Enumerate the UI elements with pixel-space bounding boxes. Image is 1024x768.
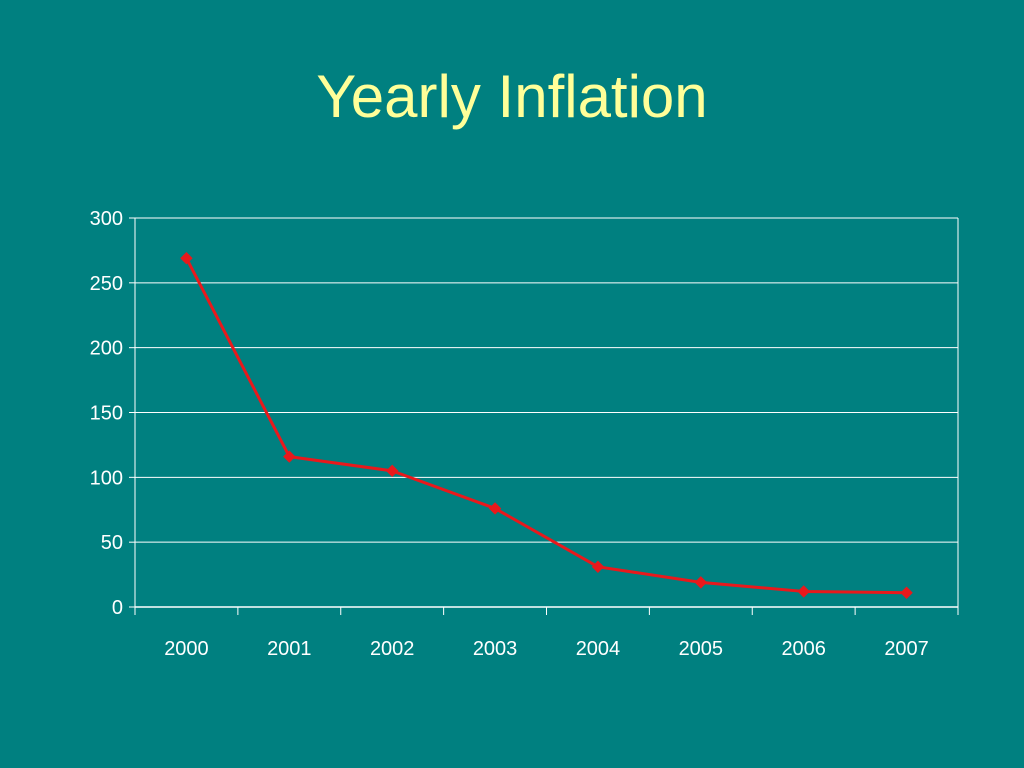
data-point-marker xyxy=(385,464,399,478)
chart-title: Yearly Inflation xyxy=(316,63,708,130)
data-point-marker xyxy=(591,560,605,574)
data-point-marker xyxy=(180,251,193,265)
data-point-marker xyxy=(900,586,913,599)
y-tick-label: 0 xyxy=(112,597,123,619)
data-point-marker xyxy=(488,502,502,515)
y-tick-label: 150 xyxy=(90,403,123,425)
y-tick-label: 200 xyxy=(90,338,123,360)
x-tick-label: 2004 xyxy=(576,638,621,660)
y-axis-labels: 0 50 100 150 200 250 300 xyxy=(90,208,123,619)
data-point-marker xyxy=(283,450,296,463)
data-series xyxy=(180,251,913,599)
gridlines xyxy=(135,217,958,608)
y-tick-label: 100 xyxy=(90,467,123,489)
x-tick-label: 2007 xyxy=(884,638,929,660)
x-tick-label: 2002 xyxy=(370,638,415,660)
data-point-marker xyxy=(797,585,810,598)
x-tick-label: 2003 xyxy=(473,638,518,660)
plot-frame xyxy=(129,217,959,615)
x-tick-label: 2000 xyxy=(164,638,209,660)
x-tick-label: 2005 xyxy=(679,638,724,660)
data-point-marker xyxy=(694,576,708,589)
series-line xyxy=(185,257,907,595)
x-tick-label: 2006 xyxy=(781,638,826,660)
x-axis-labels: 2000 2001 2002 2003 2004 2005 2006 2007 xyxy=(164,638,929,660)
y-tick-label: 50 xyxy=(101,532,123,554)
y-tick-label: 300 xyxy=(90,208,123,230)
y-tick-label: 250 xyxy=(90,273,123,295)
x-tick-label: 2001 xyxy=(267,638,312,660)
